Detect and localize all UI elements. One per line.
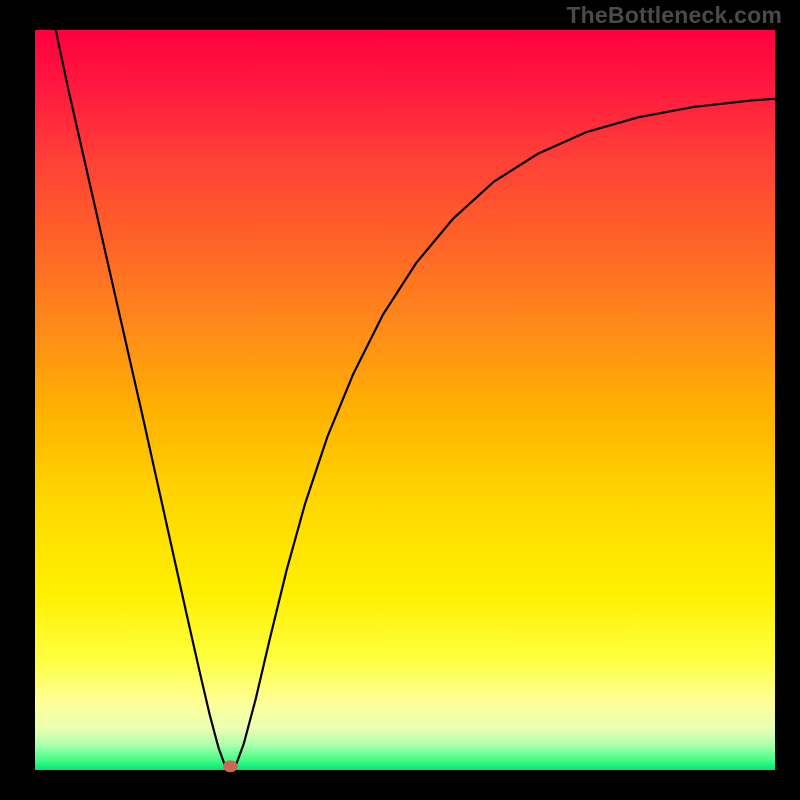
watermark-text: TheBottleneck.com: [566, 2, 782, 29]
chart-container: { "watermark": "TheBottleneck.com", "wat…: [0, 0, 800, 800]
min-marker: [223, 760, 238, 772]
plot-background: [35, 30, 775, 770]
bottleneck-chart: [0, 0, 800, 800]
